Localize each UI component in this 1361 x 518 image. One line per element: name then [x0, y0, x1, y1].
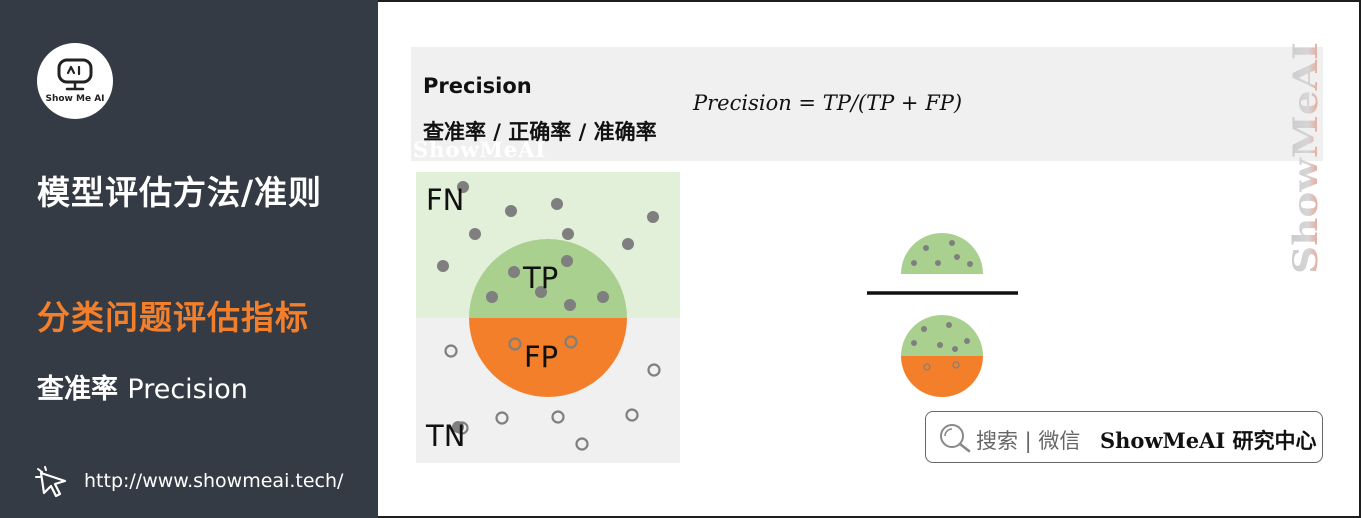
- denominator-fp: [901, 356, 983, 397]
- negative-dot: [551, 410, 565, 424]
- robot-logo-icon: [57, 58, 93, 91]
- precision-formula: Precision = TP/(TP + FP): [693, 91, 962, 115]
- formula-equals: =: [791, 91, 823, 115]
- tp-region: [469, 239, 627, 318]
- watermark-vertical: ShowMeAI: [1288, 42, 1326, 274]
- precision-diagram: FN TP FP TN: [416, 172, 680, 463]
- section-title: 模型评估方法/准则: [37, 173, 323, 212]
- search-brand: ShowMeAI 研究中心: [1100, 425, 1317, 455]
- tp-label: TP: [522, 261, 558, 295]
- positive-dot: [561, 255, 573, 267]
- positive-dot: [486, 291, 498, 303]
- positive-dot: [564, 299, 576, 311]
- brand-logo[interactable]: Show Me AI: [37, 43, 113, 119]
- search-brand-en: ShowMeAI: [1100, 428, 1226, 453]
- negative-dot: [444, 344, 458, 358]
- negative-dot: [647, 363, 661, 377]
- positive-dot: [551, 198, 563, 210]
- search-icon: [940, 424, 971, 453]
- positive-dot: [469, 228, 481, 240]
- negative-dot: [575, 437, 589, 451]
- positive-dot: [508, 266, 520, 278]
- watermark-vertical-text: ShowMeAI: [1288, 42, 1326, 274]
- sidebar: Show Me AI 模型评估方法/准则 分类问题评估指标 查准率 Precis…: [0, 0, 378, 518]
- denominator-dots: [911, 322, 970, 352]
- positive-dot: [562, 228, 574, 240]
- website-link[interactable]: http://www.showmeai.tech/: [84, 470, 344, 492]
- subtopic-en: Precision: [127, 374, 248, 405]
- numerator-tp: [901, 233, 983, 274]
- watermark-small: ShowMeAI: [413, 137, 547, 162]
- search-label: 搜索 | 微信: [976, 429, 1081, 453]
- definition-bar: Precision 查准率 / 正确率 / 准确率 Precision = TP…: [411, 47, 1323, 162]
- subtopic-zh: 查准率: [37, 374, 118, 405]
- negative-dot: [625, 408, 639, 422]
- positive-dot: [452, 421, 464, 433]
- metric-name-en: Precision: [423, 74, 532, 98]
- negative-dot: [508, 337, 522, 351]
- negative-dot: [564, 335, 578, 349]
- fp-region: [469, 318, 627, 397]
- fn-label: FN: [426, 183, 464, 217]
- positive-dot: [597, 291, 609, 303]
- positive-dot: [622, 238, 634, 250]
- negative-dot: [455, 421, 469, 435]
- wechat-search-box[interactable]: 搜索 | 微信 ShowMeAI 研究中心: [925, 411, 1323, 463]
- formula-lhs: Precision: [693, 91, 792, 115]
- positive-dot: [505, 205, 517, 217]
- positive-dot: [535, 286, 547, 298]
- fp-label: FP: [524, 340, 558, 374]
- search-brand-zh: 研究中心: [1225, 429, 1317, 453]
- cursor-click-icon: [35, 466, 67, 498]
- formula-rhs: TP/(TP + FP): [822, 91, 963, 115]
- positive-dot: [437, 260, 449, 272]
- tn-label: TN: [425, 419, 465, 453]
- precision-fraction: [867, 233, 1018, 397]
- logo-text: Show Me AI: [45, 94, 105, 104]
- metric-name-zh: 查准率 / 正确率 / 准确率: [423, 120, 657, 144]
- numerator-dots: [911, 240, 973, 267]
- positive-samples: [437, 181, 659, 433]
- denominator-tp: [901, 315, 983, 356]
- negative-samples: [444, 335, 661, 451]
- negative-dot: [495, 411, 509, 425]
- positive-dot: [457, 181, 469, 193]
- positive-dot: [647, 211, 659, 223]
- subtopic-title: 查准率 Precision: [37, 367, 248, 406]
- denominator-hollow-dots: [923, 361, 960, 371]
- topic-title: 分类问题评估指标: [37, 298, 309, 337]
